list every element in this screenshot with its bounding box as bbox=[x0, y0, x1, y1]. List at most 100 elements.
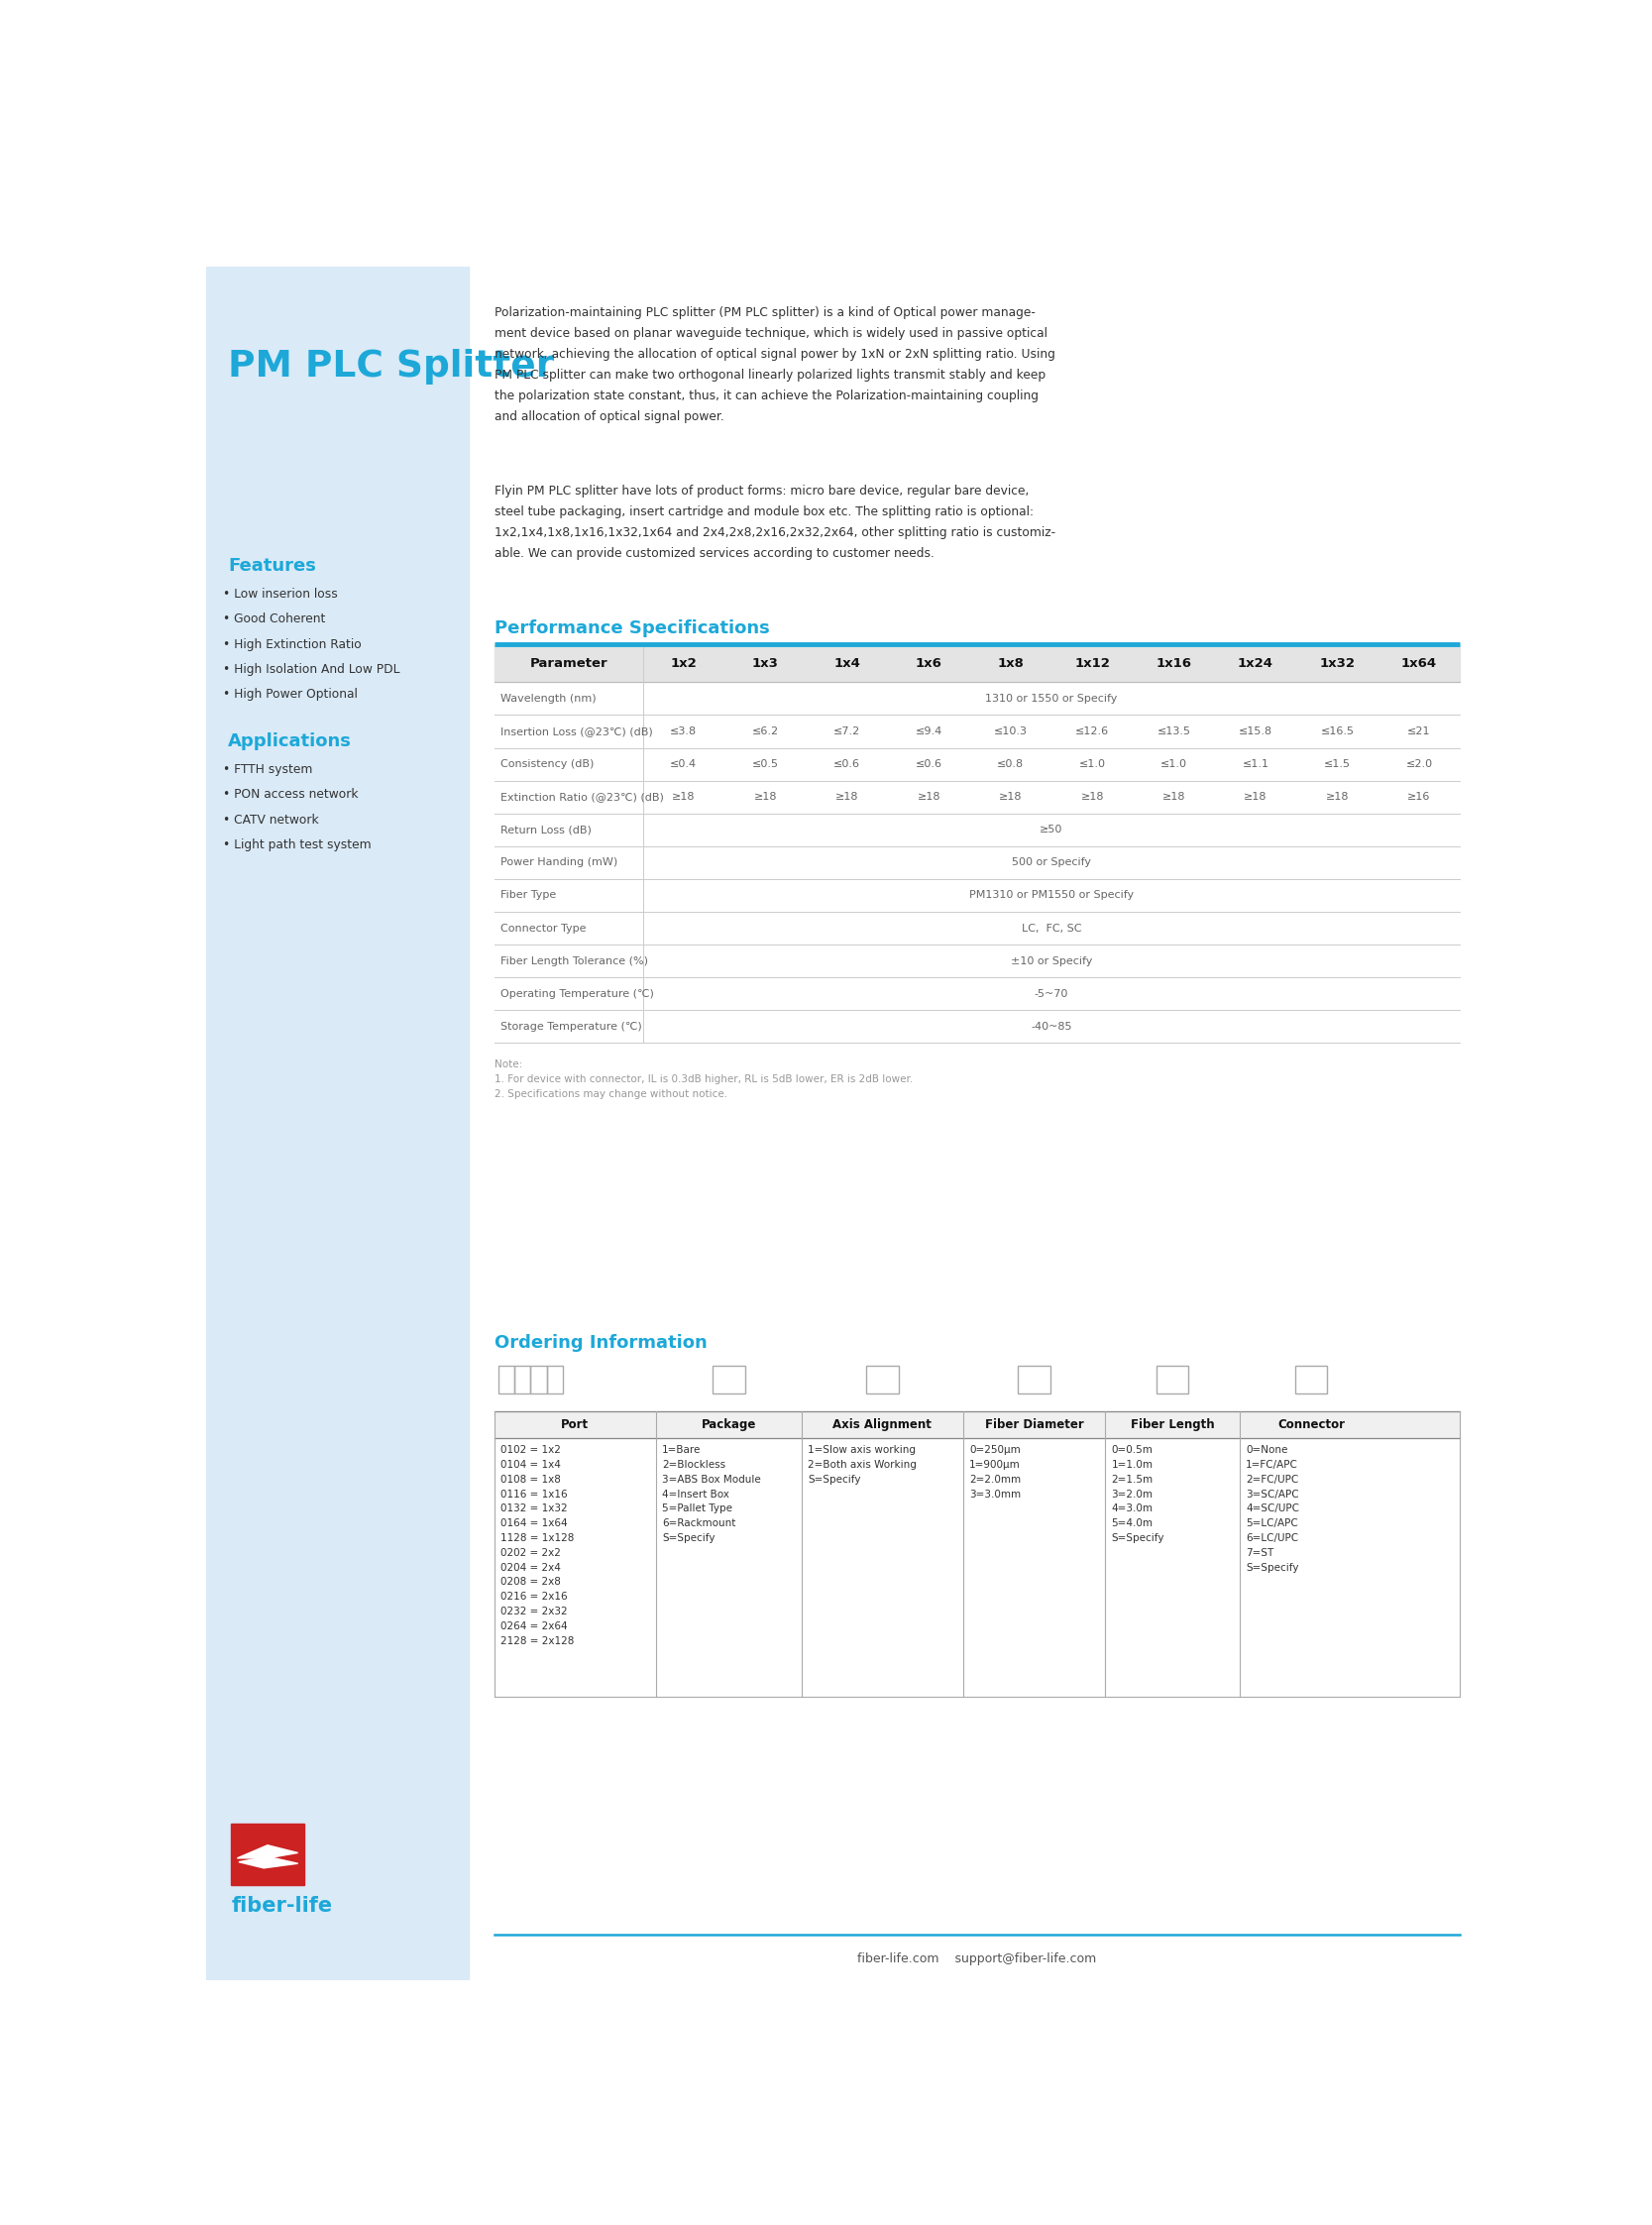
Text: PM1310 or PM1550 or Specify: PM1310 or PM1550 or Specify bbox=[970, 890, 1133, 901]
Text: 1x32: 1x32 bbox=[1320, 656, 1355, 670]
Text: ≤1.1: ≤1.1 bbox=[1242, 759, 1269, 770]
Text: ≤21: ≤21 bbox=[1408, 725, 1431, 736]
Text: • CATV network: • CATV network bbox=[223, 814, 319, 825]
Text: Fiber Length Tolerance (%): Fiber Length Tolerance (%) bbox=[501, 957, 648, 966]
Text: • Good Coherent: • Good Coherent bbox=[223, 612, 325, 625]
Text: 1x24: 1x24 bbox=[1237, 656, 1274, 670]
Text: 0=250μm
1=900μm
2=2.0mm
3=3.0mm: 0=250μm 1=900μm 2=2.0mm 3=3.0mm bbox=[970, 1446, 1021, 1500]
Bar bbox=[1295, 1366, 1328, 1393]
Text: ≥18: ≥18 bbox=[1325, 792, 1350, 801]
Polygon shape bbox=[238, 1845, 297, 1858]
Bar bbox=[547, 1366, 563, 1393]
Bar bbox=[1018, 1366, 1051, 1393]
Text: Connector Type: Connector Type bbox=[501, 923, 586, 932]
Text: 0=0.5m
1=1.0m
2=1.5m
3=2.0m
4=3.0m
5=4.0m
S=Specify: 0=0.5m 1=1.0m 2=1.5m 3=2.0m 4=3.0m 5=4.0… bbox=[1112, 1446, 1165, 1544]
Text: • Low inserion loss: • Low inserion loss bbox=[223, 587, 339, 601]
Text: ≤9.4: ≤9.4 bbox=[915, 725, 942, 736]
Text: ≥16: ≥16 bbox=[1408, 792, 1431, 801]
Text: ≥18: ≥18 bbox=[672, 792, 695, 801]
Text: ≥18: ≥18 bbox=[999, 792, 1023, 801]
Text: Operating Temperature (℃): Operating Temperature (℃) bbox=[501, 988, 654, 999]
Text: 1x6: 1x6 bbox=[915, 656, 942, 670]
Text: ≥18: ≥18 bbox=[1163, 792, 1186, 801]
Text: Note:
1. For device with connector, IL is 0.3dB higher, RL is 5dB lower, ER is 2: Note: 1. For device with connector, IL i… bbox=[494, 1059, 914, 1099]
Text: 1x4: 1x4 bbox=[834, 656, 861, 670]
Text: 1x8: 1x8 bbox=[998, 656, 1024, 670]
Bar bbox=[866, 1366, 899, 1393]
Text: • High Isolation And Low PDL: • High Isolation And Low PDL bbox=[223, 663, 400, 676]
Text: PM PLC Splitter: PM PLC Splitter bbox=[228, 349, 555, 385]
Text: 1=Bare
2=Blockless
3=ABS Box Module
4=Insert Box
5=Pallet Type
6=Rackmount
S=Spe: 1=Bare 2=Blockless 3=ABS Box Module 4=In… bbox=[662, 1446, 762, 1544]
Text: Axis Alignment: Axis Alignment bbox=[833, 1417, 932, 1431]
Text: Extinction Ratio (@23℃) (dB): Extinction Ratio (@23℃) (dB) bbox=[501, 792, 664, 801]
Text: 0102 = 1x2
0104 = 1x4
0108 = 1x8
0116 = 1x16
0132 = 1x32
0164 = 1x64
1128 = 1x12: 0102 = 1x2 0104 = 1x4 0108 = 1x8 0116 = … bbox=[501, 1446, 575, 1646]
Text: Applications: Applications bbox=[228, 732, 352, 750]
Text: ≤0.8: ≤0.8 bbox=[998, 759, 1024, 770]
Text: ≤6.2: ≤6.2 bbox=[752, 725, 778, 736]
Bar bbox=[206, 267, 469, 1980]
Text: ≤3.8: ≤3.8 bbox=[671, 725, 697, 736]
Text: ±10 or Specify: ±10 or Specify bbox=[1011, 957, 1092, 966]
Bar bbox=[1156, 1366, 1188, 1393]
Text: ≤15.8: ≤15.8 bbox=[1239, 725, 1272, 736]
Text: Fiber Type: Fiber Type bbox=[501, 890, 557, 901]
Text: ≤0.5: ≤0.5 bbox=[752, 759, 778, 770]
Text: Insertion Loss (@23℃) (dB): Insertion Loss (@23℃) (dB) bbox=[501, 725, 653, 736]
Polygon shape bbox=[240, 1856, 297, 1869]
Text: -5~70: -5~70 bbox=[1034, 988, 1069, 999]
Text: ≤0.6: ≤0.6 bbox=[834, 759, 861, 770]
Bar bbox=[499, 1366, 514, 1393]
Text: Package: Package bbox=[702, 1417, 757, 1431]
Text: Features: Features bbox=[228, 556, 316, 574]
Text: ≤12.6: ≤12.6 bbox=[1075, 725, 1108, 736]
Text: 500 or Specify: 500 or Specify bbox=[1011, 857, 1090, 868]
Text: ≤10.3: ≤10.3 bbox=[993, 725, 1028, 736]
Text: • Light path test system: • Light path test system bbox=[223, 839, 372, 852]
Text: 1310 or 1550 or Specify: 1310 or 1550 or Specify bbox=[985, 694, 1117, 703]
Text: • FTTH system: • FTTH system bbox=[223, 763, 312, 777]
Text: ≥18: ≥18 bbox=[1080, 792, 1104, 801]
Text: 1x64: 1x64 bbox=[1401, 656, 1437, 670]
Bar bbox=[494, 1411, 1460, 1437]
Text: fiber-life: fiber-life bbox=[231, 1896, 332, 1916]
Text: ≤13.5: ≤13.5 bbox=[1156, 725, 1191, 736]
Text: LC,  FC, SC: LC, FC, SC bbox=[1021, 923, 1082, 932]
Text: ≤16.5: ≤16.5 bbox=[1320, 725, 1355, 736]
Bar bbox=[494, 643, 1460, 683]
Text: ≥18: ≥18 bbox=[753, 792, 776, 801]
Text: • High Power Optional: • High Power Optional bbox=[223, 688, 358, 701]
Text: Connector: Connector bbox=[1277, 1417, 1345, 1431]
Text: Return Loss (dB): Return Loss (dB) bbox=[501, 825, 591, 834]
Text: 1x12: 1x12 bbox=[1074, 656, 1110, 670]
Text: ≥18: ≥18 bbox=[917, 792, 940, 801]
Text: Port: Port bbox=[562, 1417, 590, 1431]
Text: ≥50: ≥50 bbox=[1039, 825, 1062, 834]
Text: Ordering Information: Ordering Information bbox=[494, 1333, 707, 1353]
Text: ≤1.0: ≤1.0 bbox=[1160, 759, 1188, 770]
Text: 1x16: 1x16 bbox=[1156, 656, 1191, 670]
Text: Parameter: Parameter bbox=[530, 656, 608, 670]
Text: 1=Slow axis working
2=Both axis Working
S=Specify: 1=Slow axis working 2=Both axis Working … bbox=[808, 1446, 917, 1484]
Bar bbox=[530, 1366, 547, 1393]
Text: -40~85: -40~85 bbox=[1031, 1021, 1072, 1032]
Text: Fiber Length: Fiber Length bbox=[1130, 1417, 1214, 1431]
Text: • High Extinction Ratio: • High Extinction Ratio bbox=[223, 639, 362, 650]
Text: ≤0.6: ≤0.6 bbox=[915, 759, 942, 770]
Text: 1x2: 1x2 bbox=[671, 656, 697, 670]
Text: Consistency (dB): Consistency (dB) bbox=[501, 759, 595, 770]
Text: 0=None
1=FC/APC
2=FC/UPC
3=SC/APC
4=SC/UPC
5=LC/APC
6=LC/UPC
7=ST
S=Specify: 0=None 1=FC/APC 2=FC/UPC 3=SC/APC 4=SC/U… bbox=[1246, 1446, 1298, 1573]
Text: Polarization-maintaining PLC splitter (PM PLC splitter) is a kind of Optical pow: Polarization-maintaining PLC splitter (P… bbox=[494, 307, 1056, 423]
Text: ≤1.0: ≤1.0 bbox=[1079, 759, 1105, 770]
Bar bbox=[231, 1824, 304, 1885]
Text: ≤1.5: ≤1.5 bbox=[1323, 759, 1351, 770]
Text: Power Handing (mW): Power Handing (mW) bbox=[501, 857, 618, 868]
Text: Fiber Diameter: Fiber Diameter bbox=[985, 1417, 1084, 1431]
Text: Storage Temperature (℃): Storage Temperature (℃) bbox=[501, 1021, 643, 1032]
Text: ≤0.4: ≤0.4 bbox=[671, 759, 697, 770]
Text: Flyin PM PLC splitter have lots of product forms: micro bare device, regular bar: Flyin PM PLC splitter have lots of produ… bbox=[494, 485, 1056, 561]
Bar bbox=[514, 1366, 530, 1393]
Text: ≤2.0: ≤2.0 bbox=[1406, 759, 1432, 770]
Bar bbox=[712, 1366, 745, 1393]
Text: 1x3: 1x3 bbox=[752, 656, 778, 670]
Text: ≥18: ≥18 bbox=[836, 792, 859, 801]
